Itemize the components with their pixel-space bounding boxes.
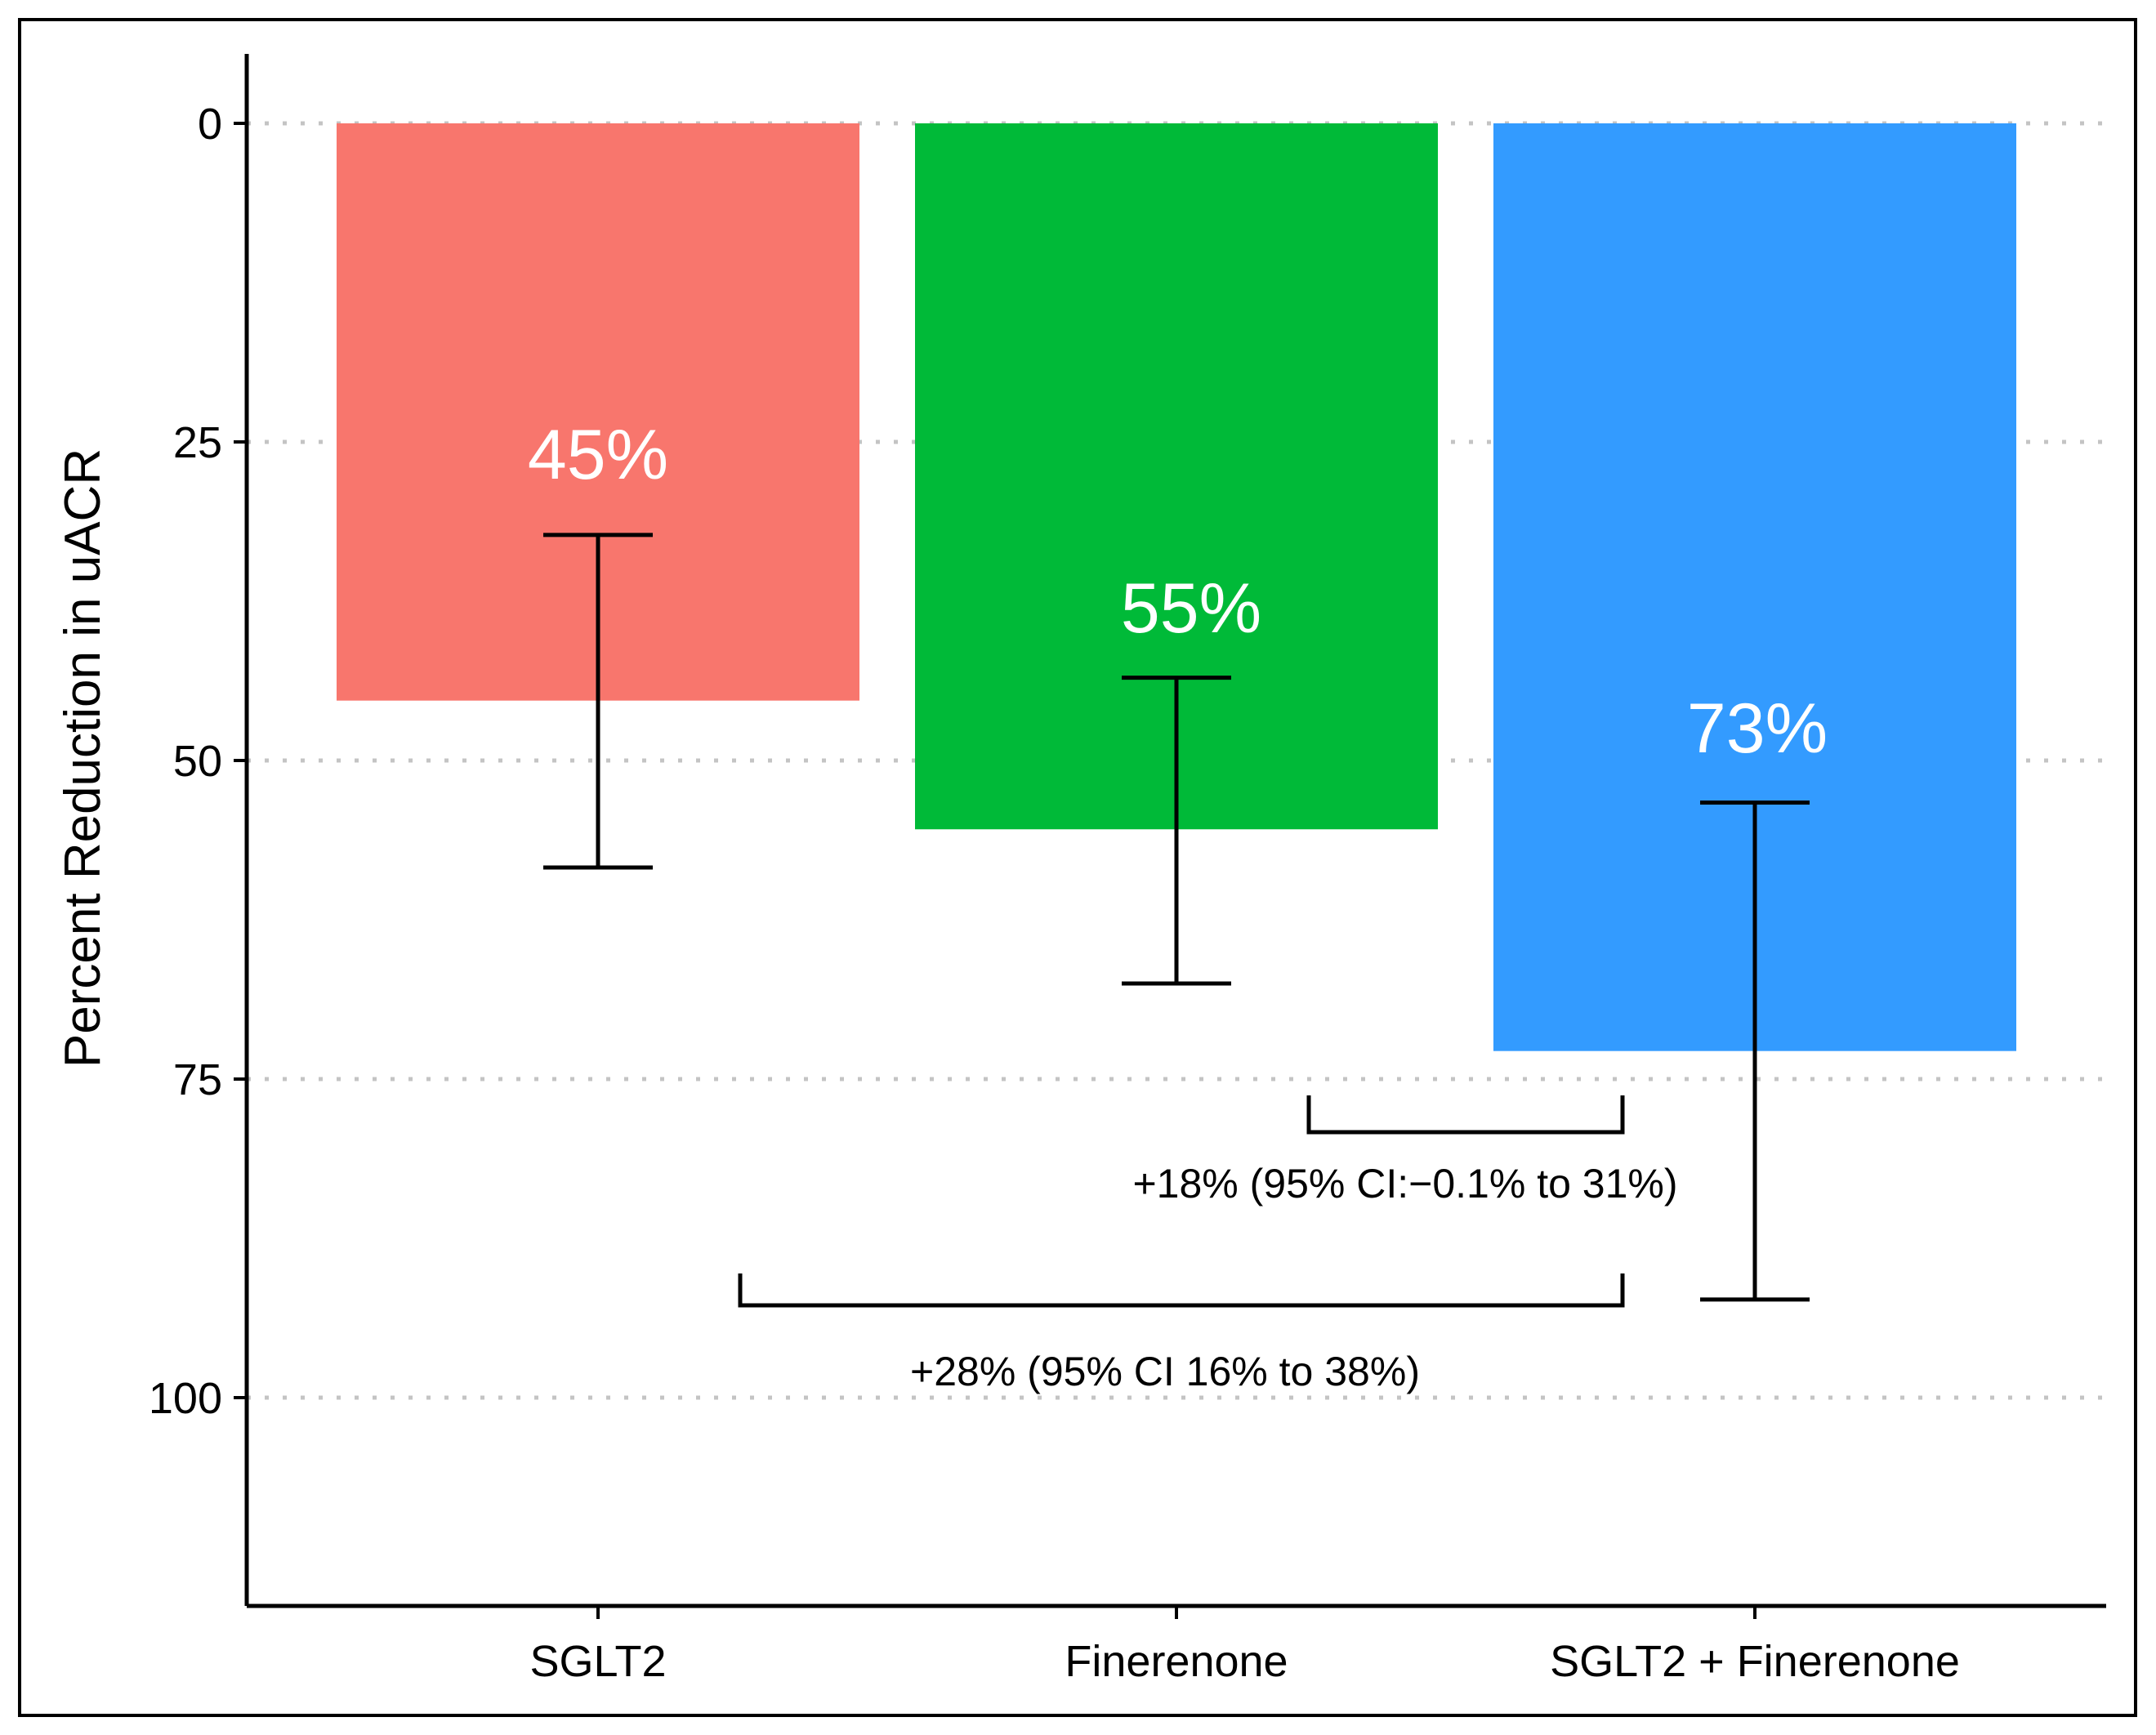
bar-chart: 45% 55% 73% +18% (95% CI:−0.1% to 31%) +28%…	[55, 54, 2106, 1686]
axes: 0 25 50 75 100 SGLT2 Finerenone SGLT2 + Fineren…	[149, 54, 2106, 1686]
chart-frame: 45% 55% 73% +18% (95% CI:−0.1% to 31%) +28%…	[18, 18, 2137, 1717]
comparison-bracket-2	[738, 1273, 1625, 1308]
y-tick-label: 50	[173, 737, 222, 786]
bar-value-labels: 45% 55% 73%	[528, 416, 1828, 768]
comparison-label-2: +28% (95% CI 16% to 38%)	[910, 1349, 1420, 1394]
y-tick-label: 100	[149, 1374, 222, 1423]
comparison-bracket-1	[1306, 1095, 1625, 1135]
bar-value-label-1: 45%	[528, 416, 668, 494]
bar-value-label-2: 55%	[1121, 569, 1261, 648]
error-bars	[543, 533, 1810, 1302]
x-tick-label: SGLT2 + Finerenone	[1550, 1637, 1960, 1686]
comparison-label-1: +18% (95% CI:−0.1% to 31%)	[1132, 1161, 1677, 1206]
comparison-brackets: +18% (95% CI:−0.1% to 31%) +28% (95% CI 1…	[738, 1095, 1678, 1394]
bar-value-label-3: 73%	[1687, 689, 1828, 768]
y-tick-label: 25	[173, 418, 222, 467]
y-tick-label: 75	[173, 1055, 222, 1104]
y-axis-title: Percent Reduction in uACR	[55, 448, 111, 1068]
x-tick-label: Finerenone	[1065, 1637, 1288, 1686]
bars	[337, 123, 2016, 1051]
x-tick-label: SGLT2	[529, 1637, 666, 1686]
y-tick-label: 0	[198, 100, 222, 149]
